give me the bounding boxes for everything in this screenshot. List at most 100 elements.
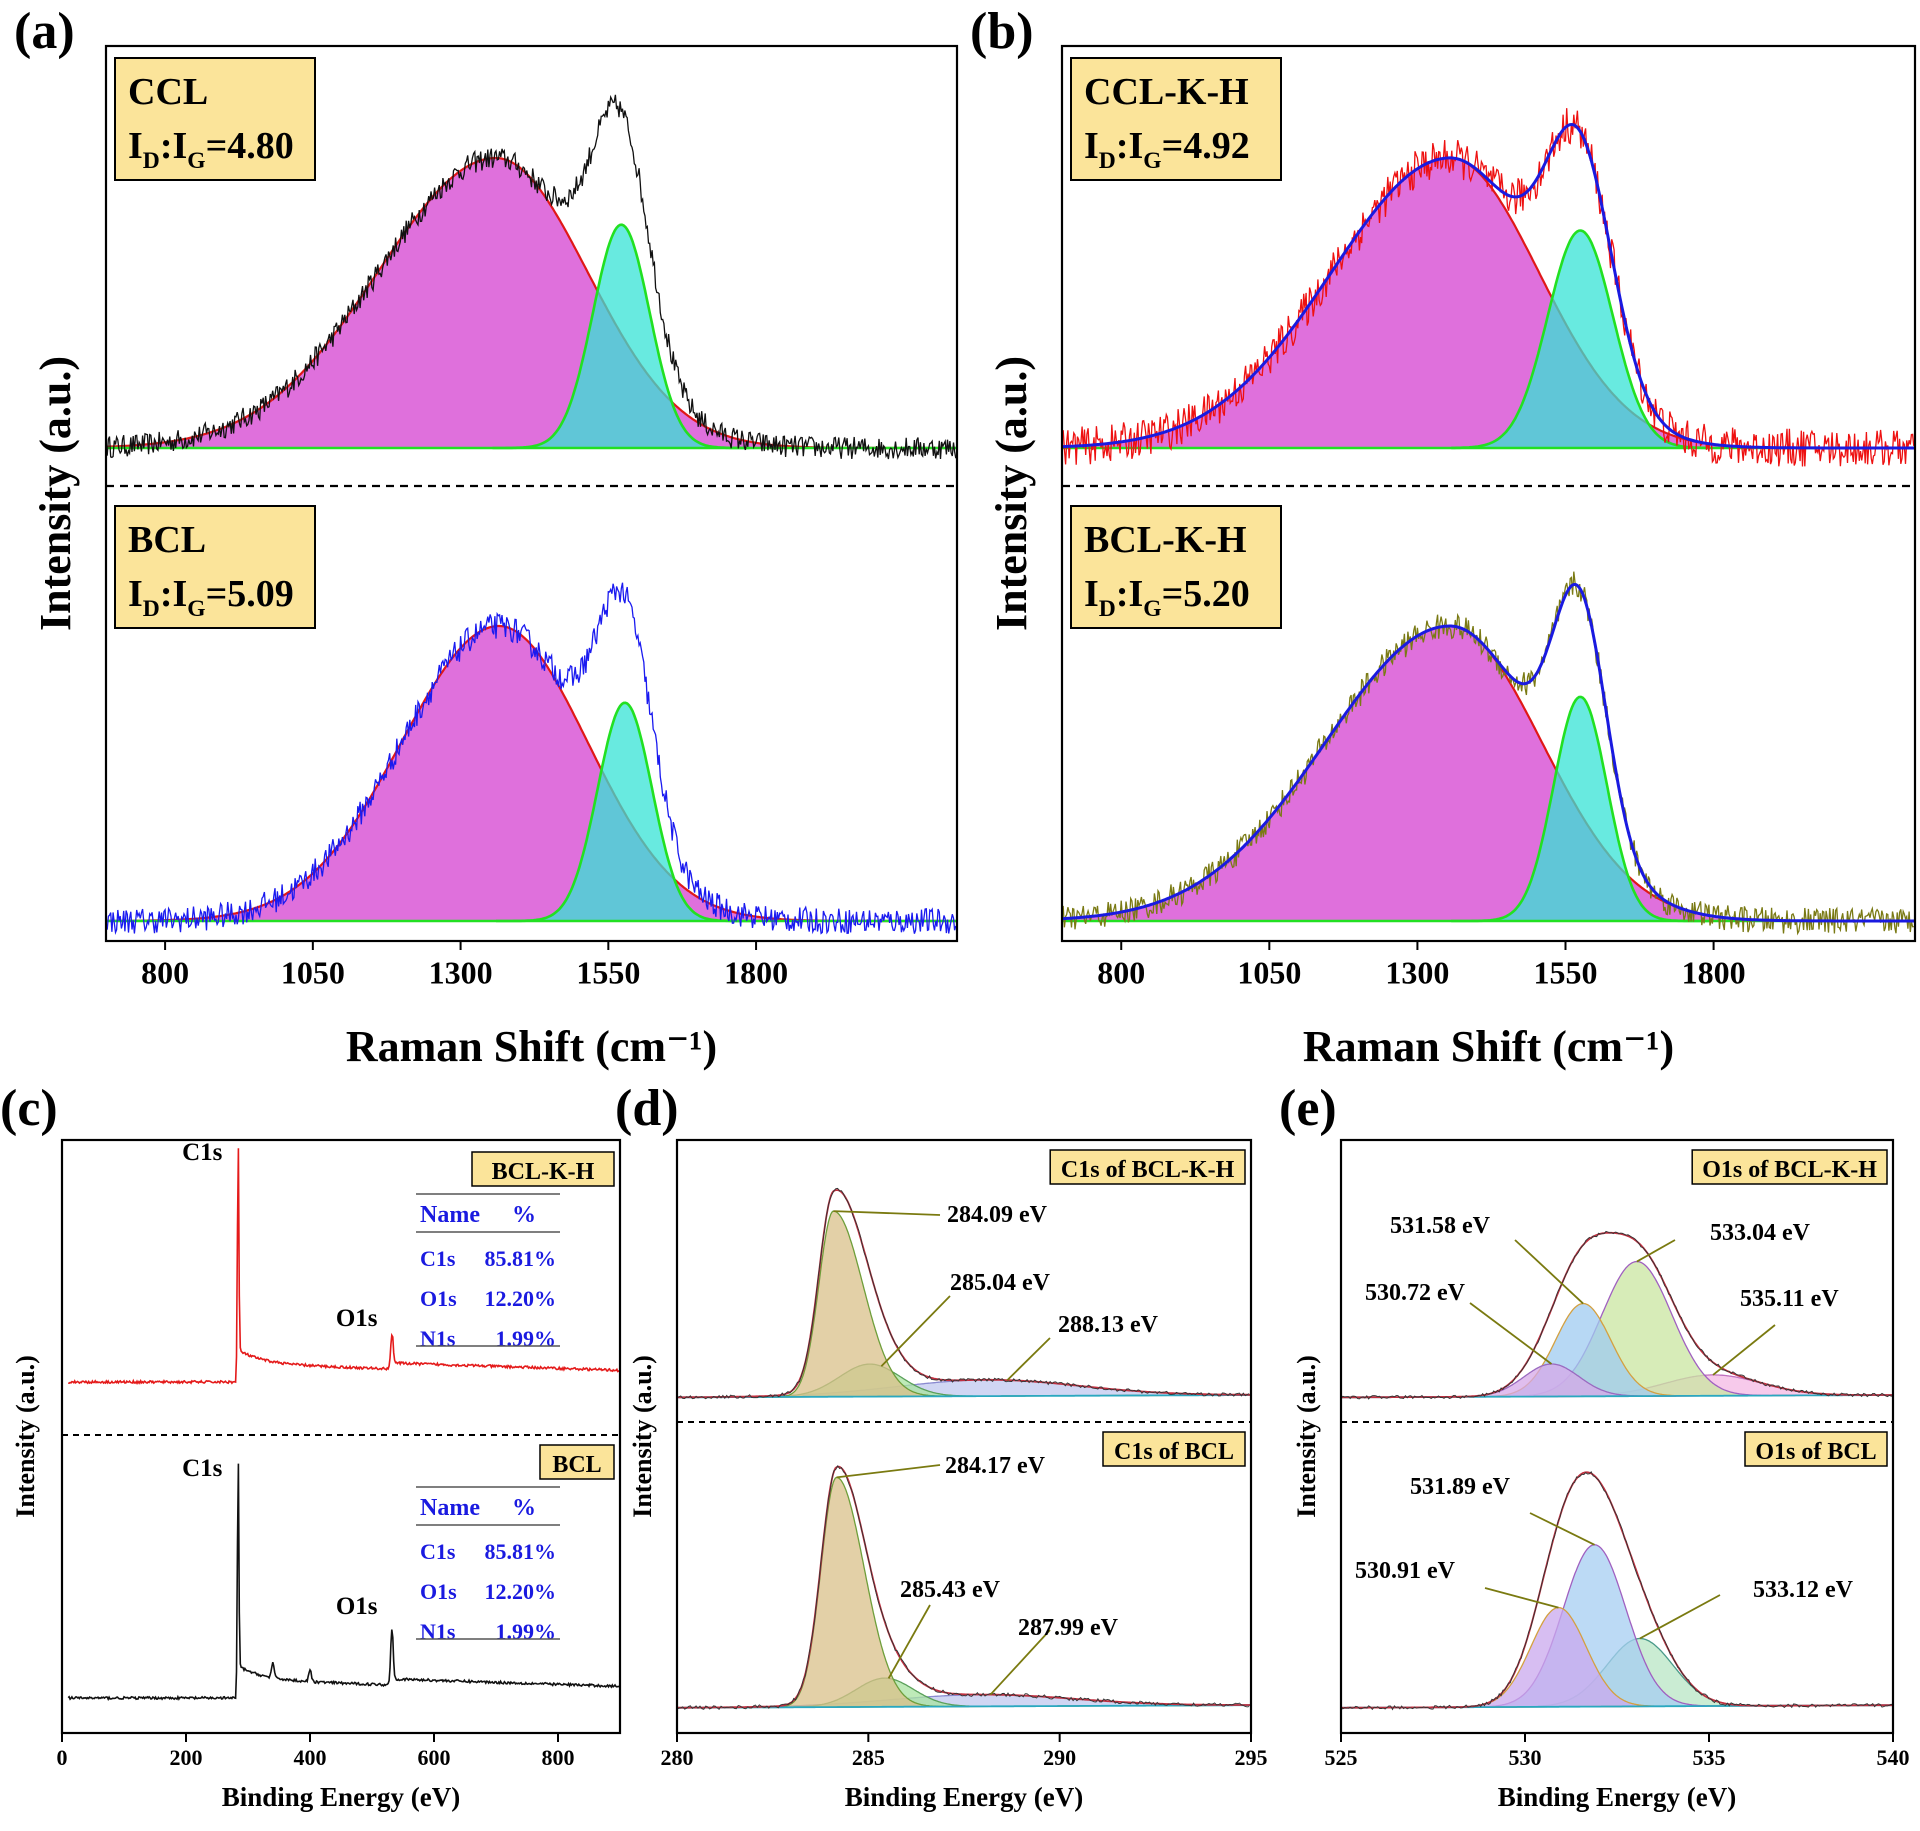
- x-tick-label: 530: [1509, 1745, 1542, 1770]
- xps-panel-e: O1s of BCL-K-H 530.72 eV 531.58 eV 533.04 e…: [1340, 1149, 1894, 1711]
- raman-frame: [104, 44, 959, 943]
- x-tick-label: 800: [1097, 955, 1145, 991]
- callout-arrow: [836, 1464, 941, 1479]
- xps-panel-d: C1s of BCL-K-H 284.09 eV 285.04 eV 288.13 e…: [676, 1149, 1252, 1710]
- peak-position-label: 531.58 eV: [1390, 1213, 1491, 1239]
- g-band-fill: [1451, 230, 1709, 448]
- table-cell-percent: 12.20%: [485, 1579, 557, 1604]
- table-cell-name: C1s: [420, 1246, 456, 1271]
- table-cell-percent: 85.81%: [485, 1246, 557, 1271]
- peak-position-label: 533.12 eV: [1753, 1577, 1854, 1603]
- peak-position-label: 530.91 eV: [1355, 1558, 1456, 1584]
- x-tick-label: 1050: [281, 955, 345, 991]
- x-tick-label: 800: [141, 955, 189, 991]
- callout-arrow: [1514, 1239, 1584, 1305]
- survey-panel: C1s O1s BCL-K-H Name % C1s 85.81% O1s 12.20% N1s 1…: [62, 1139, 621, 1702]
- peak-position-label: 284.17 eV: [945, 1453, 1046, 1479]
- callout-arrow: [1484, 1587, 1559, 1609]
- x-axis: 0 200 400 600 800: [57, 1733, 575, 1770]
- table-header-name: Name: [420, 1495, 480, 1521]
- callout-arrow: [1712, 1324, 1776, 1376]
- id-ig-ratio: ID​:IG​=5.09: [128, 573, 294, 622]
- raw-spectrum: [106, 582, 957, 936]
- peak-position-label: 533.04 eV: [1710, 1220, 1811, 1246]
- x-tick-label: 400: [294, 1745, 327, 1770]
- panel-label: (b): [970, 3, 1034, 60]
- x-tick-label: 1300: [429, 955, 493, 991]
- x-tick-label: 1800: [1682, 955, 1746, 991]
- table-cell-name: C1s: [420, 1539, 456, 1564]
- sample-name: BCL: [128, 519, 206, 561]
- callout-arrow: [833, 1210, 941, 1216]
- d-band-fill: [106, 158, 957, 448]
- sample-name: CCL-K-H: [1084, 71, 1249, 113]
- spectrum-title: O1s of BCL: [1755, 1439, 1876, 1465]
- peak-position-label: 285.43 eV: [900, 1577, 1001, 1603]
- peak-position-label: 531.89 eV: [1410, 1474, 1511, 1500]
- y-axis-title: Intensity (a.u.): [628, 1355, 657, 1518]
- xps-frame: [1339, 1138, 1895, 1735]
- x-axis-title: Binding Energy (eV): [1498, 1782, 1737, 1812]
- sample-name: CCL: [128, 71, 208, 113]
- table-cell-percent: 85.81%: [485, 1539, 557, 1564]
- raw-spectrum: [1340, 1230, 1894, 1400]
- raman-frame: [1060, 44, 1917, 943]
- survey-spectrum: [67, 1463, 621, 1702]
- spectrum-title-box: [1102, 1431, 1246, 1467]
- raman-panel-b: CCL-K-H ID​:IG​=4.92 BCL-K-H ID​:IG​=5.20: [1061, 57, 1915, 936]
- table-cell-percent: 1.99%: [496, 1326, 557, 1351]
- o1s-peak-label: O1s: [336, 1593, 378, 1620]
- raw-spectrum: [676, 1187, 1250, 1400]
- c1s-peak-label: C1s: [182, 1455, 223, 1482]
- y-axis-title: Intensity (a.u.): [11, 1355, 40, 1518]
- x-axis: 280 285 290 295: [661, 1733, 1268, 1770]
- x-tick-label: 295: [1235, 1745, 1268, 1770]
- id-ig-ratio: ID​:IG​=5.20: [1084, 573, 1250, 622]
- g-band-line: [492, 223, 750, 450]
- raw-spectrum: [1062, 571, 1914, 936]
- spectrum-title-box: [1049, 1149, 1246, 1185]
- peak-position-label: 285.04 eV: [950, 1270, 1051, 1296]
- table-cell-name: N1s: [420, 1619, 456, 1644]
- peak-position-label: 288.13 eV: [1058, 1312, 1159, 1338]
- survey-spectrum: [68, 1148, 620, 1385]
- spectrum-title-box: [1691, 1149, 1888, 1185]
- table-cell-percent: 12.20%: [485, 1286, 557, 1311]
- table-cell-name: O1s: [420, 1286, 457, 1311]
- x-tick-label: 600: [418, 1745, 451, 1770]
- x-tick-label: 540: [1877, 1745, 1910, 1770]
- callout-arrow: [1529, 1512, 1595, 1546]
- d-band-fill: [106, 626, 957, 921]
- id-ig-ratio: ID​:IG​=4.80: [128, 125, 294, 174]
- x-tick-label: 525: [1325, 1745, 1358, 1770]
- table-cell-percent: 1.99%: [496, 1619, 557, 1644]
- spectrum-title: C1s of BCL-K-H: [1061, 1157, 1235, 1183]
- table-header-percent: %: [512, 1202, 536, 1228]
- y-axis-title: Intensity (a.u.): [31, 356, 80, 631]
- g-band-line: [496, 701, 754, 923]
- component-peak: [676, 1210, 1252, 1399]
- x-axis-title: Binding Energy (eV): [222, 1782, 461, 1812]
- callout-arrow: [1636, 1239, 1676, 1263]
- x-tick-label: 1800: [724, 955, 788, 991]
- survey-frame: [60, 1138, 622, 1735]
- peak-position-label: 284.09 eV: [947, 1202, 1048, 1228]
- peak-position-label: 530.72 eV: [1365, 1280, 1466, 1306]
- x-tick-label: 1550: [1534, 955, 1598, 991]
- x-axis-title: Binding Energy (eV): [845, 1782, 1084, 1812]
- xps-frame: [675, 1138, 1253, 1735]
- panel-label: (a): [14, 3, 75, 60]
- x-tick-label: 200: [170, 1745, 203, 1770]
- raw-spectrum: [1340, 1470, 1894, 1711]
- x-tick-label: 0: [57, 1745, 68, 1770]
- sample-name: BCL-K-H: [1084, 519, 1247, 561]
- callout-arrow: [1006, 1337, 1051, 1381]
- x-tick-label: 535: [1693, 1745, 1726, 1770]
- x-tick-label: 1550: [576, 955, 640, 991]
- g-band-line: [1451, 695, 1709, 923]
- x-axis: 800 1050 1300 1550 1800: [1097, 941, 1746, 991]
- x-tick-label: 1300: [1385, 955, 1449, 991]
- o1s-peak-label: O1s: [336, 1305, 378, 1332]
- spectrum-title-box: [1744, 1431, 1888, 1467]
